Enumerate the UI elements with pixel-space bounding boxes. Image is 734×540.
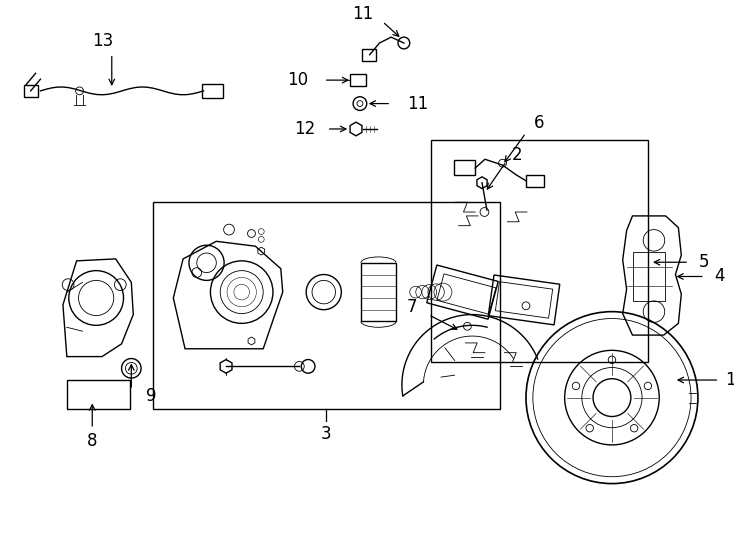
Bar [526,175,544,187]
Text: 11: 11 [352,5,374,23]
Bar [24,85,37,97]
Text: 7: 7 [407,298,417,316]
Text: 1: 1 [725,371,734,389]
Text: 12: 12 [294,120,316,138]
Bar [362,49,376,60]
Bar [202,84,223,98]
Text: 9: 9 [146,387,156,404]
Text: 6: 6 [534,114,545,132]
Text: 2: 2 [512,146,522,164]
Bar [350,75,366,86]
Text: 11: 11 [407,94,428,112]
Text: 4: 4 [714,267,725,286]
Text: 5: 5 [699,253,709,271]
Text: 10: 10 [287,71,308,89]
Bar [454,160,475,175]
Text: 8: 8 [87,431,98,450]
Text: 3: 3 [321,425,332,443]
Text: 13: 13 [92,32,114,50]
Bar [431,140,648,362]
Bar [67,380,131,409]
Bar [153,202,500,409]
